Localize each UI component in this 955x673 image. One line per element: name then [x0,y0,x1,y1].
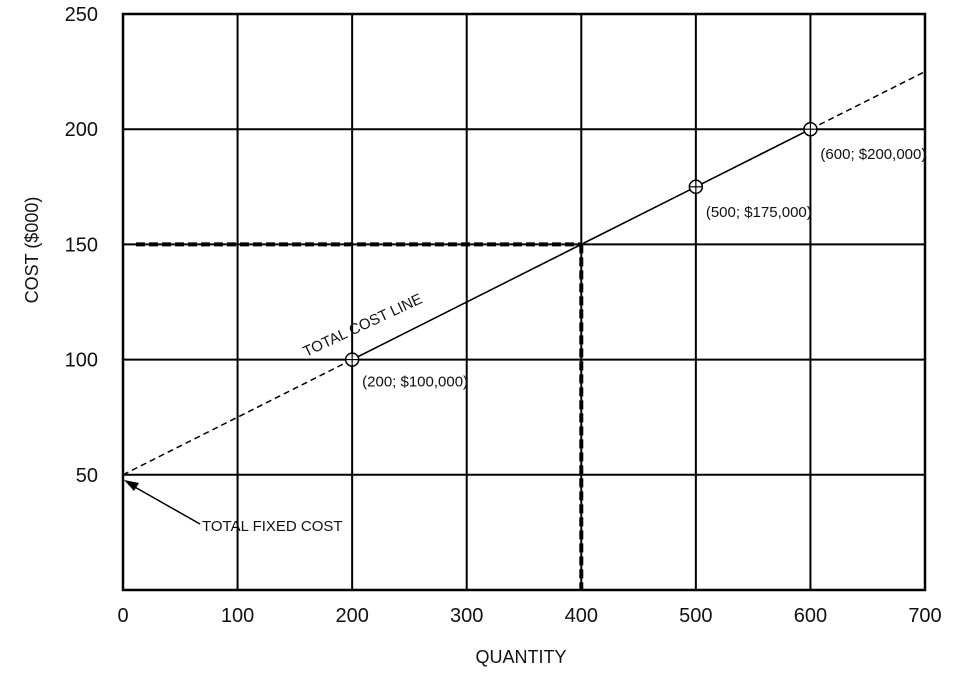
data-point-label: (200; $100,000) [362,374,468,391]
plot-frame [121,12,927,592]
grid-lines [121,12,927,592]
data-point-600: (600; $200,000) [803,121,926,163]
reference-lines [136,242,584,590]
y-tick-label: 200 [65,119,98,141]
x-tick-label: 400 [565,605,598,627]
fixed-cost-pointer-line [132,485,201,525]
x-tick-label: 600 [794,605,827,627]
y-tick-label: 150 [65,234,98,256]
x-tick-label: 200 [335,605,368,627]
data-point-label: (600; $200,000) [820,146,926,163]
y-tick-label: 100 [65,350,98,372]
x-tick-label: 500 [679,605,712,627]
x-tick-label: 300 [450,605,483,627]
x-tick-label: 0 [117,605,128,627]
fixed-cost-annotation: TOTAL FIXED COST [124,480,343,535]
y-tick-label: 50 [76,465,98,487]
y-axis-title: COST ($000) [22,197,42,304]
data-point-200: (200; $100,000) [344,352,468,391]
tick-labels: 0 100 200 300 400 500 600 700 50 100 150 200 250 [65,4,942,627]
total-cost-line-label: TOTAL COST LINE [301,290,426,360]
total-cost-line-dashed-end [810,70,926,130]
fixed-cost-arrowhead [124,480,139,491]
total-cost-line-dashed-start [122,358,353,476]
x-tick-label: 100 [221,605,254,627]
total-cost-line-solid [351,128,811,361]
x-axis-title: QUANTITY [475,647,566,667]
data-point-label: (500; $175,000) [706,204,812,221]
fixed-cost-label: TOTAL FIXED COST [202,518,343,535]
data-point-500: (500; $175,000) [688,179,812,221]
x-tick-label: 700 [908,605,941,627]
total-cost-series [122,70,926,476]
marked-points: (200; $100,000) (500; $175,000) (600; $200… [344,121,926,391]
y-tick-label: 250 [65,4,98,26]
